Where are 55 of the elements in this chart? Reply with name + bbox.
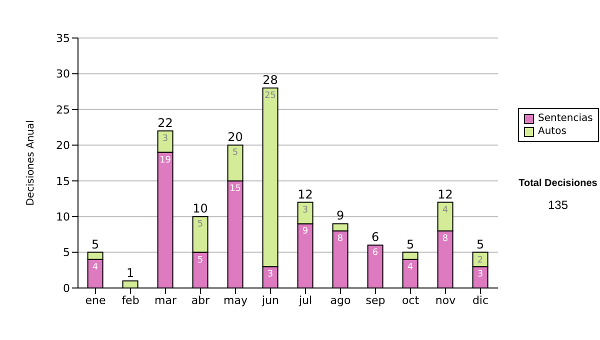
data-label: 19 — [160, 155, 172, 166]
x-tick-label: jul — [298, 294, 312, 307]
total-label: 20 — [228, 130, 243, 144]
data-label: 5 — [197, 220, 204, 230]
total-label: 9 — [336, 208, 344, 223]
x-tick-label: ago — [330, 294, 351, 307]
data-label: 9 — [302, 226, 308, 237]
data-label: 5 — [232, 148, 238, 158]
data-label: 2 — [477, 255, 484, 266]
total-label: 5 — [476, 237, 484, 252]
data-label: 8 — [337, 234, 344, 244]
x-tick-label: feb — [122, 294, 140, 307]
data-label: 5 — [197, 255, 204, 266]
legend-label: Sentencias — [538, 112, 593, 125]
total-label: 12 — [438, 187, 453, 202]
data-label: 3 — [477, 270, 484, 280]
data-label: 4 — [92, 262, 98, 272]
data-label: 15 — [230, 184, 242, 194]
y-tick-label: 15 — [56, 174, 70, 188]
total-label: 5 — [406, 237, 414, 252]
y-tick-label: 35 — [56, 32, 70, 45]
x-tick-label: dic — [472, 294, 489, 307]
total-label: 6 — [371, 230, 380, 244]
y-tick-label: 25 — [56, 103, 70, 116]
x-tick-label: oct — [402, 294, 420, 307]
x-tick-label: sep — [366, 294, 386, 307]
text: 135 — [546, 198, 570, 212]
data-label: 4 — [407, 262, 414, 272]
data-label: 6 — [372, 248, 378, 258]
data-label: 25 — [264, 91, 276, 101]
y-tick-label: 10 — [56, 210, 70, 224]
total-label: 22 — [158, 116, 173, 130]
x-tick-label: nov — [435, 294, 456, 307]
data-label: 8 — [442, 234, 448, 244]
y-tick-label: 0 — [63, 282, 70, 295]
total-label: 28 — [262, 73, 278, 87]
y-tick-label: 20 — [56, 139, 70, 152]
legend-label: Autos — [538, 125, 566, 138]
total-label: 5 — [91, 237, 100, 252]
total-label: 10 — [192, 202, 208, 216]
y-tick-label: 5 — [63, 246, 70, 260]
data-label: 3 — [162, 134, 168, 144]
x-tick-label: may — [224, 294, 248, 307]
total-label: 1 — [126, 266, 134, 280]
x-tick-label: mar — [154, 294, 177, 307]
x-tick-label: abr — [191, 294, 210, 307]
data-label: 4 — [442, 205, 448, 216]
total-label: 12 — [298, 187, 313, 202]
data-label: 3 — [267, 270, 274, 280]
y-tick-label: 30 — [56, 68, 70, 81]
x-tick-label: ene — [85, 294, 106, 307]
y-axis-title: Decisiones Anual — [26, 120, 37, 206]
x-tick-label: jun — [261, 294, 280, 307]
text: Total Decisiones — [518, 178, 598, 189]
data-label: 3 — [302, 205, 308, 216]
